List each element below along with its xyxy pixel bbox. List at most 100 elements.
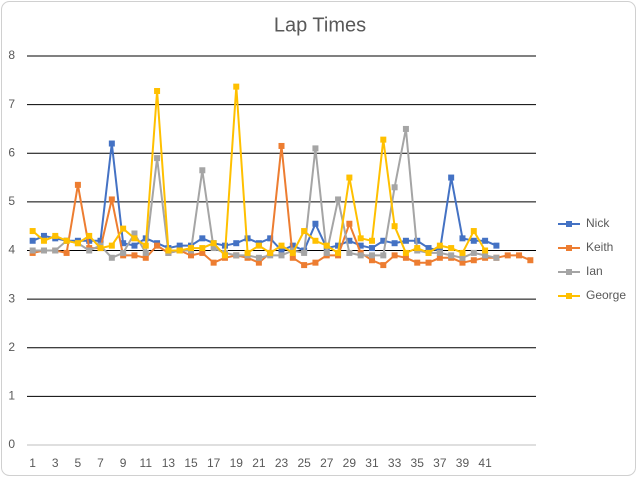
point-marker — [142, 254, 149, 261]
point-marker — [312, 220, 319, 227]
point-marker — [120, 240, 127, 247]
x-tick-label: 33 — [388, 456, 402, 470]
point-marker — [131, 242, 138, 249]
point-marker — [233, 83, 240, 90]
point-marker — [108, 242, 115, 249]
point-marker — [154, 88, 161, 95]
x-tick-label: 7 — [97, 456, 104, 470]
point-marker — [301, 262, 308, 269]
point-marker — [301, 249, 308, 256]
y-tick-label: 8 — [8, 48, 15, 62]
point-marker — [402, 254, 409, 261]
point-marker — [188, 245, 195, 252]
x-tick-label: 11 — [140, 456, 153, 470]
legend-label: Ian — [586, 264, 603, 278]
point-marker — [86, 232, 93, 239]
point-marker — [120, 249, 127, 256]
y-tick-label: 1 — [8, 389, 15, 403]
point-marker — [74, 181, 81, 188]
point-marker — [459, 259, 466, 266]
point-marker — [482, 247, 489, 254]
point-marker — [108, 196, 115, 203]
point-marker — [346, 220, 353, 227]
point-marker — [391, 184, 398, 191]
x-tick-label: 27 — [320, 456, 334, 470]
y-tick-label: 3 — [8, 291, 15, 305]
x-tick-label: 21 — [252, 456, 266, 470]
point-marker — [402, 249, 409, 256]
point-marker — [210, 240, 217, 247]
x-tick-label: 41 — [478, 456, 492, 470]
point-marker — [86, 237, 93, 244]
point-marker — [233, 252, 240, 259]
legend-marker — [566, 269, 572, 275]
point-marker — [188, 252, 195, 259]
point-marker — [436, 254, 443, 261]
point-marker — [448, 245, 455, 252]
x-tick-label: 37 — [433, 456, 447, 470]
point-marker — [346, 174, 353, 181]
point-marker — [97, 245, 104, 252]
point-marker — [199, 167, 206, 174]
point-marker — [29, 237, 36, 244]
point-marker — [368, 245, 375, 252]
point-marker — [142, 242, 149, 249]
x-tick-label: 31 — [365, 456, 379, 470]
point-marker — [335, 242, 342, 249]
y-tick-label: 7 — [8, 97, 15, 111]
point-marker — [323, 249, 330, 256]
point-marker — [391, 252, 398, 259]
point-marker — [312, 259, 319, 266]
point-marker — [436, 249, 443, 256]
point-marker — [176, 247, 183, 254]
point-marker — [154, 242, 161, 249]
point-marker — [131, 252, 138, 259]
point-marker — [255, 254, 262, 261]
y-tick-label: 2 — [8, 340, 15, 354]
point-marker — [459, 254, 466, 261]
point-marker — [335, 249, 342, 256]
x-tick-label: 9 — [120, 456, 127, 470]
point-marker — [516, 252, 523, 259]
point-marker — [482, 237, 489, 244]
point-marker — [255, 259, 262, 266]
x-tick-label: 29 — [343, 456, 357, 470]
point-marker — [29, 228, 36, 235]
y-tick-label: 6 — [8, 145, 15, 159]
y-tick-label: 5 — [8, 194, 15, 208]
point-marker — [357, 235, 364, 242]
y-tick-label: 4 — [8, 243, 15, 257]
x-tick-label: 17 — [207, 456, 221, 470]
x-tick-label: 1 — [29, 456, 36, 470]
point-marker — [199, 245, 206, 252]
point-marker — [357, 242, 364, 249]
point-marker — [368, 237, 375, 244]
chart-title: Lap Times — [274, 14, 366, 36]
point-marker — [267, 235, 274, 242]
point-marker — [380, 237, 387, 244]
point-marker — [402, 237, 409, 244]
point-marker — [425, 259, 432, 266]
point-marker — [210, 259, 217, 266]
legend-label: Keith — [586, 240, 613, 254]
point-marker — [278, 242, 285, 249]
point-marker — [346, 249, 353, 256]
point-marker — [459, 235, 466, 242]
point-marker — [335, 196, 342, 203]
point-marker — [29, 247, 36, 254]
x-tick-label: 13 — [162, 456, 176, 470]
point-marker — [493, 254, 500, 261]
point-marker — [97, 237, 104, 244]
point-marker — [289, 249, 296, 256]
point-marker — [278, 252, 285, 259]
point-marker — [459, 249, 466, 256]
point-marker — [244, 249, 251, 256]
point-marker — [504, 252, 511, 259]
point-marker — [40, 247, 47, 254]
point-marker — [425, 245, 432, 252]
point-marker — [402, 125, 409, 132]
point-marker — [470, 237, 477, 244]
legend-label: George — [586, 288, 626, 302]
point-marker — [233, 240, 240, 247]
